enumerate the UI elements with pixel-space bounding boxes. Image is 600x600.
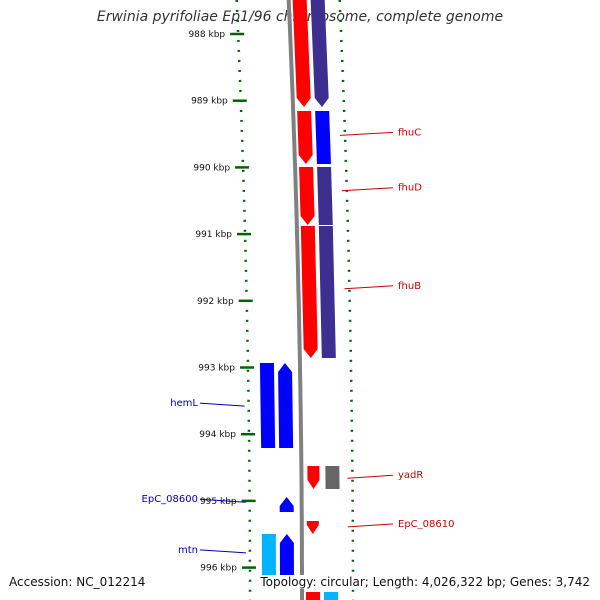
label-leader-line [199,498,246,503]
label-leader-line [341,187,394,192]
feature-fhuB-gene [318,226,336,358]
feature-bottom-cds [305,592,320,600]
feature-hemL-cds [278,363,294,448]
scale-tick-label: 988 kbp [188,30,225,40]
gene-label-fhuC: fhuC [398,127,421,138]
feature-fhuE-gene [310,0,329,107]
feature-fhuC-gene [315,111,331,164]
feature-fhuD-gene [317,167,333,225]
feature-hemL-gene [259,363,276,448]
dotted-ring-outer [338,0,355,600]
label-leader-line [347,474,394,479]
feature-fhuE-cds [292,0,311,107]
gene-label-hemL: hemL [170,398,198,409]
scale-tick-label: 992 kbp [197,297,234,307]
feature-EpC_08600-cds [279,497,294,512]
label-leader-line [347,523,394,528]
backbone-line [286,0,304,600]
label-leader-line [199,402,245,407]
feature-mtn-gene [261,534,276,580]
label-leader-line [344,285,394,290]
gene-label-yadR: yadR [398,470,423,481]
scale-tick-label: 989 kbp [191,97,228,107]
feature-fhuB-cds [300,226,318,358]
topology-summary: Topology: circular; Length: 4,026,322 bp… [256,575,590,589]
feature-fhuD-cds [299,167,315,225]
accession-text: Accession: NC_012214 [9,575,150,589]
gene-label-fhuB: fhuB [398,281,421,292]
scale-tick-label: 995 kbp [200,497,237,507]
scale-tick-label: 991 kbp [195,230,232,240]
label-leader-line [199,549,246,554]
feature-fhuC-cds [297,111,313,164]
feature-yadR-cds [307,466,320,489]
feature-EpC_08610-cds [306,521,319,534]
scale-tick-label: 994 kbp [199,430,236,440]
feature-mtn-cds [279,534,294,580]
scale-tick-label: 996 kbp [200,564,237,574]
gene-label-EpC_08600: EpC_08600 [142,494,198,505]
feature-yadR-gene [325,466,340,489]
label-leader-line [339,131,394,136]
gene-label-fhuD: fhuD [398,183,422,194]
scale-tick-label: 993 kbp [198,364,235,374]
feature-bottom-gene [323,592,338,600]
gene-label-EpC_08610: EpC_08610 [398,519,454,530]
gene-label-mtn: mtn [178,545,198,556]
scale-tick-label: 990 kbp [193,163,230,173]
